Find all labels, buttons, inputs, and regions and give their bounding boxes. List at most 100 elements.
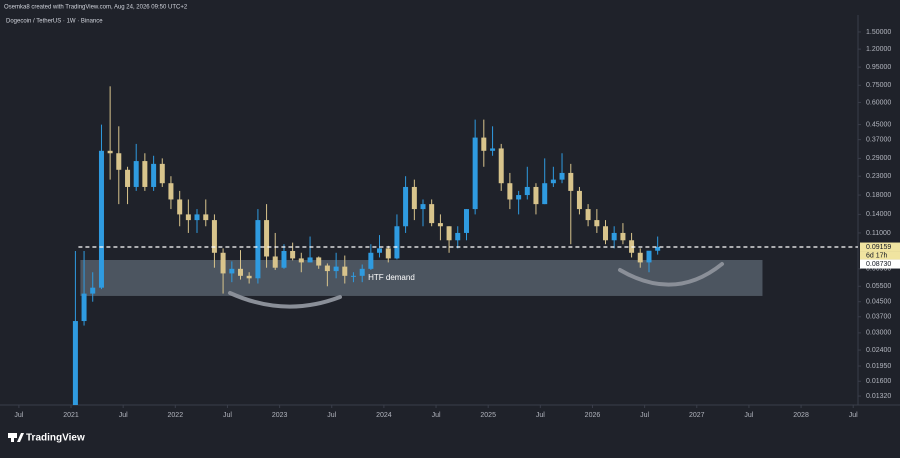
x-tick-label: 2026 <box>585 412 601 419</box>
candle-body <box>290 250 296 259</box>
candle-body <box>585 209 591 221</box>
y-tick-label: 0.04500 <box>866 299 891 306</box>
candle-body <box>72 321 78 405</box>
candle-body <box>655 247 661 251</box>
candle-body <box>646 250 652 263</box>
x-tick-label: Jul <box>14 412 23 419</box>
candle-body <box>333 266 339 272</box>
x-tick-label: 2024 <box>376 412 392 419</box>
candle-body <box>168 183 174 200</box>
x-tick-label: 2022 <box>168 412 184 419</box>
candle-body <box>81 293 87 322</box>
header: Osemka8 created with TradingView.com, Au… <box>4 5 188 11</box>
y-tick-label: 0.18000 <box>866 192 891 199</box>
y-tick-label: 0.37000 <box>866 136 891 143</box>
candle-body <box>463 209 469 233</box>
candle-body <box>272 256 278 268</box>
candle-body <box>194 214 200 221</box>
countdown-box <box>860 251 900 260</box>
candle-body <box>576 190 582 210</box>
candle-body <box>142 161 148 187</box>
chart-title: Dogecoin / TetherUS · 1W · Binance <box>6 19 103 25</box>
branding: TradingView <box>26 433 85 444</box>
y-tick-label: 1.20000 <box>866 46 891 53</box>
x-tick-label: 2021 <box>63 412 79 419</box>
candle-body <box>490 148 496 151</box>
candle-body <box>446 226 452 241</box>
x-tick-label: 2027 <box>689 412 705 419</box>
candle-body <box>368 252 374 269</box>
y-tick-label: 0.45000 <box>866 121 891 128</box>
y-tick-label: 0.75000 <box>866 82 891 89</box>
candle-body <box>385 248 391 259</box>
candle-body <box>359 268 365 276</box>
candle-body <box>637 252 643 263</box>
candle-body <box>220 252 226 274</box>
candle-body <box>203 214 209 221</box>
candle-body <box>429 204 435 224</box>
candle-body <box>437 223 443 227</box>
candle-body <box>559 172 565 180</box>
candle-body <box>455 232 461 241</box>
y-tick-label: 0.05500 <box>866 283 891 290</box>
tradingview-logo: TradingView <box>8 433 85 444</box>
last-price-box <box>860 242 900 252</box>
candle-body <box>524 186 530 196</box>
candle-body <box>116 153 122 170</box>
open-price-label: 0.08730 <box>866 261 891 268</box>
candle-body <box>324 265 330 272</box>
y-tick-label: 0.06900 <box>866 266 891 273</box>
open-price-box <box>860 259 900 269</box>
candle-body <box>177 199 183 215</box>
candle-body <box>211 220 217 253</box>
y-tick-label: 1.50000 <box>866 29 891 36</box>
drawn-curve <box>228 291 342 309</box>
candle-body <box>472 137 478 210</box>
y-tick-label: 0.60000 <box>866 99 891 106</box>
y-tick-label: 0.01950 <box>866 363 891 370</box>
countdown: 6d 17h <box>866 252 888 259</box>
y-tick-label: 0.11000 <box>866 230 891 237</box>
y-tick-label: 0.03700 <box>866 314 891 321</box>
candle-body <box>133 161 139 187</box>
candle-body <box>377 248 383 253</box>
x-tick-label: Jul <box>119 412 128 419</box>
candle-body <box>90 287 96 294</box>
x-tick-label: Jul <box>849 412 858 419</box>
candle-body <box>533 186 539 205</box>
logo-icon <box>17 433 24 442</box>
x-tick-label: 2025 <box>480 412 496 419</box>
y-tick-label: 0.95000 <box>866 64 891 71</box>
x-tick-label: Jul <box>640 412 649 419</box>
y-tick-label: 0.23000 <box>866 173 891 180</box>
x-tick-label: Jul <box>432 412 441 419</box>
candle-body <box>298 258 304 263</box>
x-tick-label: Jul <box>327 412 336 419</box>
y-tick-label: 0.14000 <box>866 211 891 218</box>
candle-body <box>264 220 270 257</box>
candle-body <box>185 214 191 221</box>
x-tick-label: Jul <box>223 412 232 419</box>
zone-label: HTF demand <box>368 273 415 282</box>
candle-body <box>481 137 487 151</box>
logo-icon <box>8 433 17 438</box>
x-tick-label: Jul <box>744 412 753 419</box>
candle-body <box>542 183 548 205</box>
candle-body <box>507 183 513 200</box>
candle-body <box>229 268 235 274</box>
candle-body <box>420 204 426 210</box>
y-tick-label: 0.01320 <box>866 393 891 400</box>
candle-body <box>611 232 617 241</box>
candle-body <box>316 257 322 266</box>
candle-body <box>394 226 400 259</box>
candle-body <box>98 150 104 288</box>
candle-body <box>159 163 165 184</box>
y-tick-label: 0.29000 <box>866 155 891 162</box>
candle-body <box>498 148 504 184</box>
candle-body <box>246 275 252 279</box>
candle-body <box>516 195 522 200</box>
candle-body <box>255 220 261 279</box>
y-tick-label: 0.01600 <box>866 378 891 385</box>
y-tick-label: 0.03000 <box>866 330 891 337</box>
